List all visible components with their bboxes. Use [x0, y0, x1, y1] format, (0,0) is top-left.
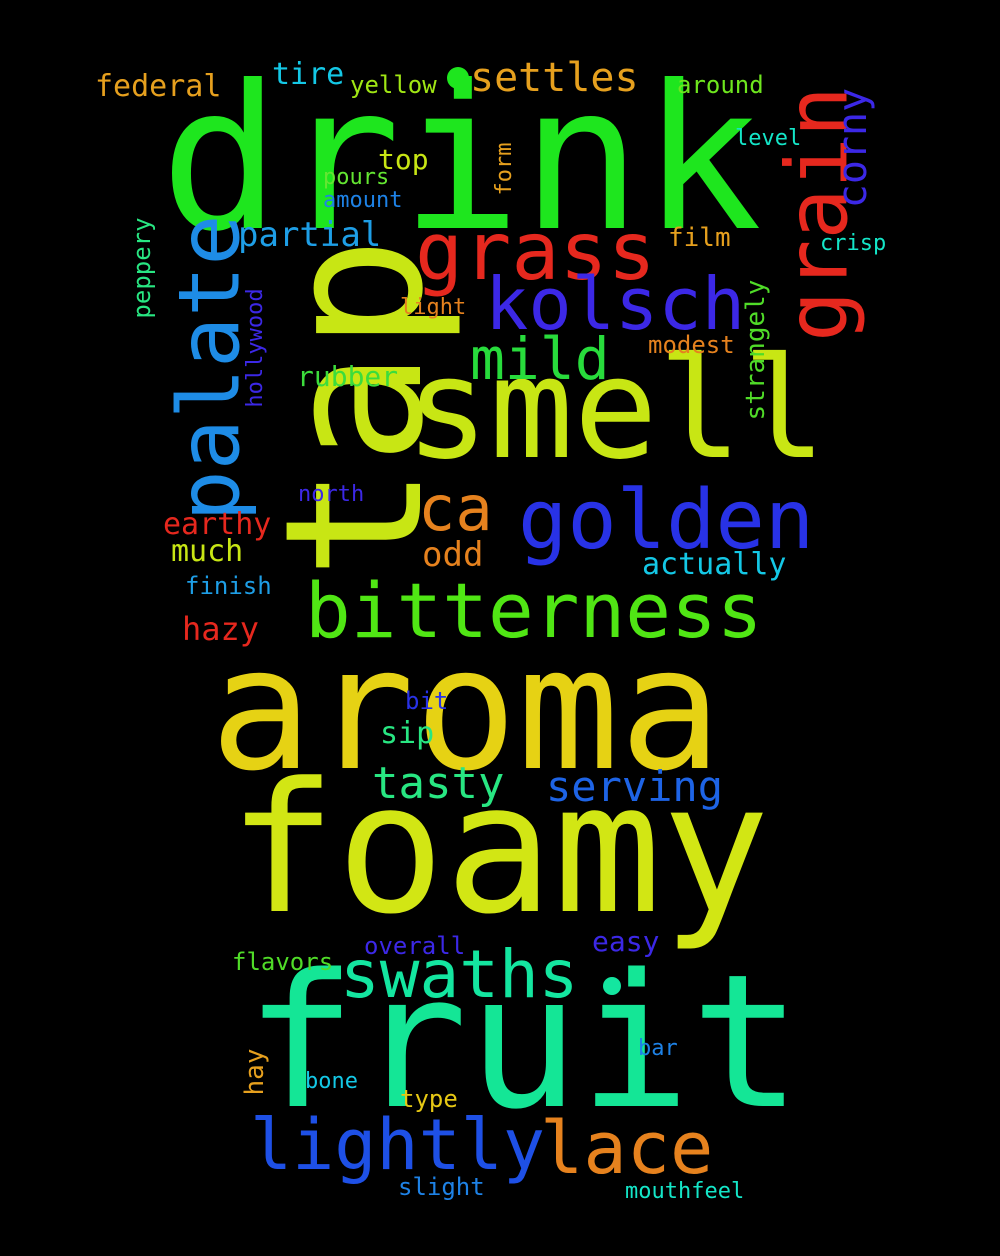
word-type: type: [400, 1085, 458, 1113]
word-much: much: [171, 534, 244, 569]
word-kolsch: kolsch: [485, 262, 746, 346]
word-light: light: [400, 295, 467, 320]
word-ca: ca: [418, 472, 493, 545]
word-hazy: hazy: [182, 610, 260, 648]
word-palate: palate: [160, 214, 260, 522]
word-film: film: [668, 223, 731, 253]
word-settles: settles: [470, 55, 639, 101]
word-strangely: strangely: [741, 279, 771, 421]
word-lace: lace: [540, 1106, 714, 1190]
dot-mark-0: [447, 67, 469, 89]
word-level: level: [735, 126, 802, 151]
word-sip: sip: [380, 716, 435, 751]
word-finish: finish: [185, 572, 272, 600]
word-north: north: [298, 482, 365, 507]
word-lightly: lightly: [250, 1104, 546, 1186]
word-slight: slight: [398, 1173, 485, 1201]
word-flavors: flavors: [232, 948, 334, 976]
word-federal: federal: [95, 69, 222, 104]
word-amount: amount: [323, 188, 403, 213]
word-easy: easy: [592, 925, 660, 958]
word-mouthfeel: mouthfeel: [625, 1179, 745, 1204]
word-corny: corny: [830, 87, 876, 209]
word-grass: grass: [415, 205, 656, 298]
word-partial: partial: [238, 215, 382, 255]
word-fruit: fruit: [245, 934, 802, 1150]
word-serving: serving: [546, 762, 724, 811]
word-crisp: crisp: [820, 231, 887, 256]
word-mild: mild: [470, 325, 610, 393]
word-rubber: rubber: [297, 360, 399, 393]
word-bone: bone: [305, 1069, 358, 1094]
word-golden: golden: [518, 473, 815, 568]
word-overall: overall: [364, 932, 466, 960]
word-around: around: [677, 71, 764, 99]
word-hay: hay: [240, 1048, 270, 1096]
word-tasty: tasty: [372, 758, 505, 809]
word-smell: smell: [405, 328, 827, 491]
word-tire: tire: [272, 57, 345, 92]
word-top: top: [378, 143, 429, 176]
word-odd: odd: [422, 535, 484, 575]
dot-mark-1: [603, 977, 621, 995]
word-aroma: aroma: [210, 611, 722, 809]
word-form: form: [492, 142, 517, 196]
word-bit: bit: [405, 687, 449, 715]
word-modest: modest: [648, 331, 735, 359]
word-pours: pours: [323, 165, 390, 190]
word-actually: actually: [642, 547, 787, 582]
word-foamy: foamy: [228, 745, 770, 954]
word-hollywood: hollywood: [243, 288, 268, 408]
word-yellow: yellow: [350, 71, 437, 99]
word-swaths: swaths: [340, 936, 579, 1013]
word-earthy: earthy: [163, 507, 272, 542]
word-bar: bar: [638, 1036, 678, 1061]
word-drink: drink: [160, 43, 763, 276]
word-bitterness: bitterness: [305, 566, 763, 655]
word-peppery: peppery: [128, 217, 156, 319]
